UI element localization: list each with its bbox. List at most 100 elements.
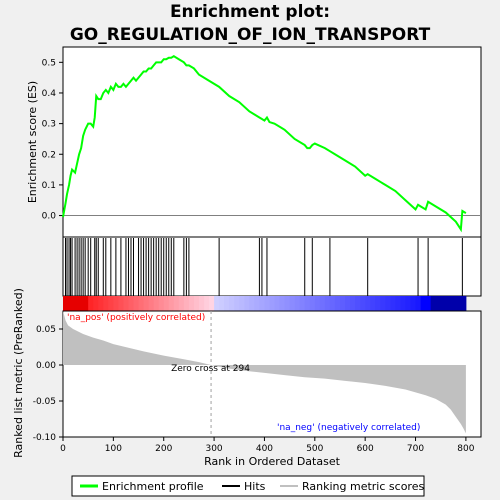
- x-axis-label: Rank in Ordered Dataset: [204, 455, 341, 468]
- ranked-y-tick-label: -0.05: [33, 397, 56, 407]
- color-bar-segment: [446, 296, 452, 311]
- color-bar-segment: [405, 296, 411, 311]
- color-bar-segment: [259, 296, 265, 311]
- color-bar-segment: [461, 296, 467, 311]
- color-bar-segment: [164, 296, 170, 311]
- ranked-y-tick-label: 0.05: [36, 325, 56, 335]
- color-bar-segment: [355, 296, 361, 311]
- x-tick-label: 800: [457, 444, 474, 454]
- color-bar-segment: [194, 296, 200, 311]
- color-bar-segment: [305, 296, 311, 311]
- color-bar-segment: [128, 296, 134, 311]
- color-bar-segment: [400, 296, 406, 311]
- color-bar-segment: [224, 296, 230, 311]
- legend: Enrichment profile Hits Ranking metric sco…: [80, 480, 424, 493]
- es-y-tick-label: 0.0: [42, 212, 57, 222]
- color-bar-segment: [431, 296, 437, 311]
- positive-correlation-label: 'na_pos' (positively correlated): [67, 313, 205, 323]
- legend-label: Hits: [244, 480, 266, 493]
- color-bar-segment: [154, 296, 160, 311]
- color-bar-segment: [395, 296, 401, 311]
- color-bar-segment: [385, 296, 391, 311]
- color-bar-segment: [345, 296, 351, 311]
- color-bar-segment: [290, 296, 296, 311]
- color-bar-segment: [123, 296, 129, 311]
- chart-title-line-2: GO_REGULATION_OF_ION_TRANSPORT: [70, 25, 431, 45]
- color-bar-segment: [264, 296, 270, 311]
- color-bar-segment: [275, 296, 281, 311]
- color-bar-segment: [340, 296, 346, 311]
- x-tick-label: 100: [105, 444, 122, 454]
- chart-title-line-1: Enrichment plot:: [170, 2, 330, 22]
- es-y-tick-label: 0.1: [42, 181, 56, 191]
- color-bar-segment: [335, 296, 341, 311]
- color-bar-segment: [360, 296, 366, 311]
- color-bar-segment: [325, 296, 331, 311]
- es-panel: [63, 47, 481, 237]
- color-bar-segment: [244, 296, 250, 311]
- x-tick-label: 200: [155, 444, 172, 454]
- es-y-tick-label: 0.3: [42, 120, 56, 130]
- color-bar-segment: [380, 296, 386, 311]
- x-tick-label: 700: [407, 444, 424, 454]
- color-bar-segment: [219, 296, 225, 311]
- color-bar-segment: [254, 296, 260, 311]
- color-bar-segment: [88, 296, 94, 311]
- color-bar-segment: [234, 296, 240, 311]
- color-bar-segment: [159, 296, 165, 311]
- color-bar-segment: [174, 296, 180, 311]
- negative-correlation-label: 'na_neg' (negatively correlated): [277, 423, 420, 433]
- color-bar-segment: [456, 296, 462, 311]
- legend-label: Enrichment profile: [102, 480, 204, 493]
- color-bar-segment: [118, 296, 124, 311]
- color-bar-segment: [249, 296, 255, 311]
- color-bar-segment: [350, 296, 356, 311]
- x-tick-label: 500: [306, 444, 323, 454]
- color-bar-segment: [184, 296, 190, 311]
- color-bar-segment: [310, 296, 316, 311]
- color-bar-segment: [63, 296, 69, 311]
- es-y-tick-label: 0.4: [42, 89, 57, 99]
- color-bar-segment: [149, 296, 155, 311]
- ranked-y-axis-label: Ranked list metric (PreRanked): [12, 288, 25, 458]
- color-bar-segment: [426, 296, 432, 311]
- color-bar-segment: [98, 296, 104, 311]
- ranked-y-tick-label: 0.00: [36, 361, 56, 371]
- color-bar-segment: [320, 296, 326, 311]
- color-bar-segment: [416, 296, 422, 311]
- color-bar-segment: [73, 296, 79, 311]
- color-bar-segment: [285, 296, 291, 311]
- color-bar-segment: [169, 296, 175, 311]
- color-bar-segment: [83, 296, 89, 311]
- color-bar-segment: [315, 296, 321, 311]
- color-bar-segment: [68, 296, 74, 311]
- color-bar-segment: [295, 296, 301, 311]
- color-bar-segment: [199, 296, 205, 311]
- color-bar-segment: [451, 296, 457, 311]
- color-bar-segment: [390, 296, 396, 311]
- color-bar-segment: [436, 296, 442, 311]
- color-bar-segment: [375, 296, 381, 311]
- color-bar-segment: [441, 296, 447, 311]
- color-bar-segment: [139, 296, 145, 311]
- color-bar-segment: [370, 296, 376, 311]
- x-tick-label: 600: [357, 444, 374, 454]
- color-bar-segment: [300, 296, 306, 311]
- es-y-tick-label: 0.2: [42, 150, 56, 160]
- color-bar-segment: [144, 296, 150, 311]
- color-bar-segment: [214, 296, 220, 311]
- color-bar-segment: [134, 296, 140, 311]
- color-bar-segment: [189, 296, 195, 311]
- color-bar-segment: [108, 296, 114, 311]
- es-y-axis-label: Enrichment score (ES): [26, 81, 39, 203]
- x-tick-label: 300: [205, 444, 222, 454]
- color-bar-segment: [421, 296, 427, 311]
- x-tick-label: 0: [60, 444, 66, 454]
- color-bar-segment: [78, 296, 84, 311]
- color-bar-segment: [330, 296, 336, 311]
- color-bar-segment: [410, 296, 416, 311]
- color-bar-segment: [229, 296, 235, 311]
- color-bar-segment: [269, 296, 275, 311]
- zero-cross-label: Zero cross at 294: [171, 364, 250, 374]
- ranking-color-bar: [63, 296, 466, 311]
